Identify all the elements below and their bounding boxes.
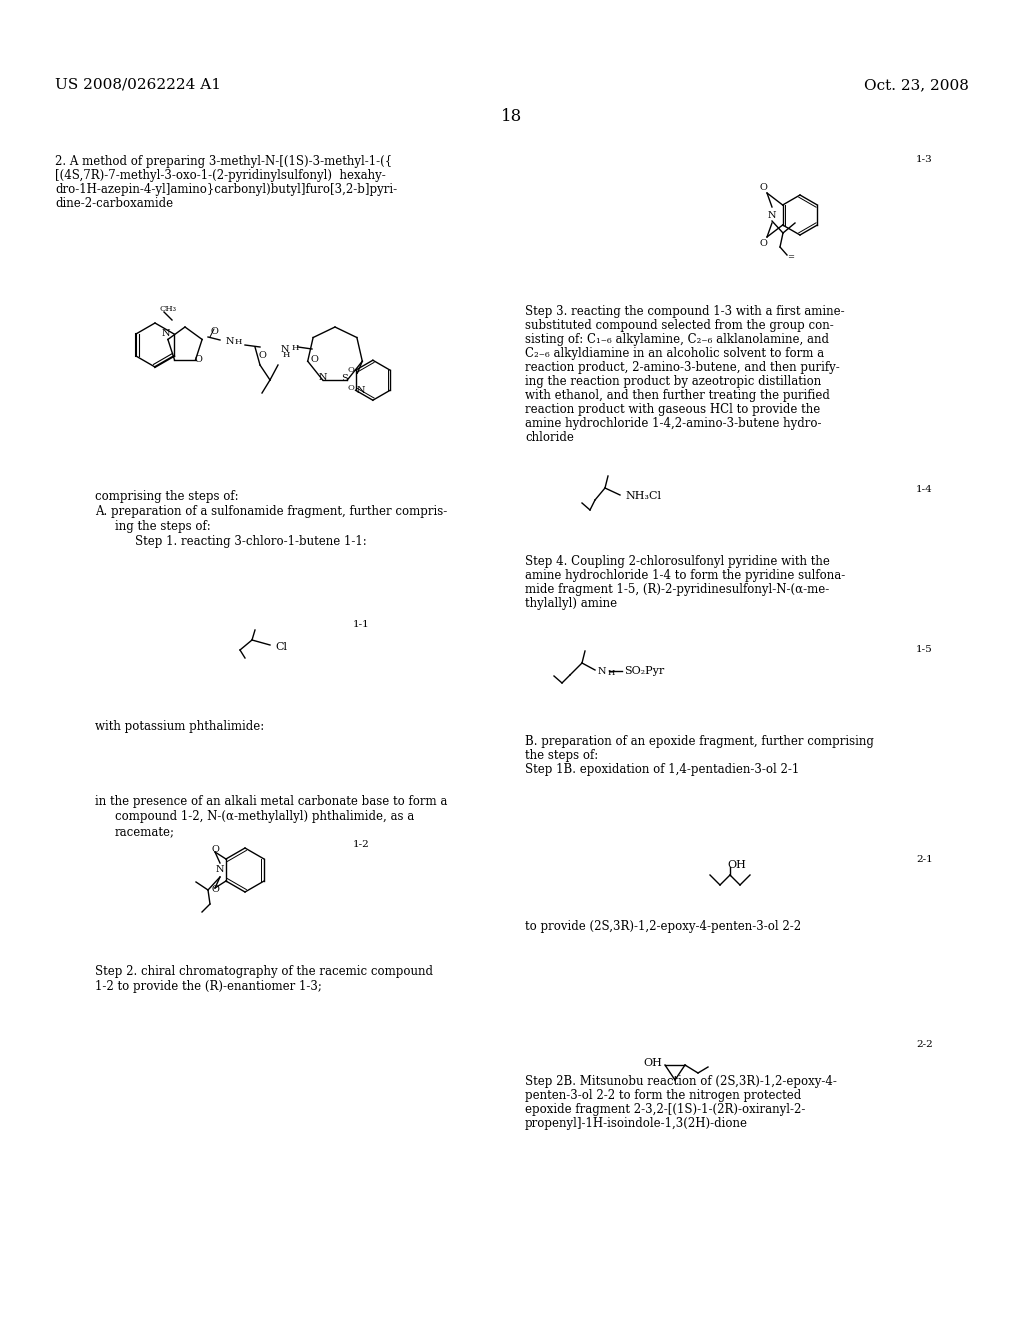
Text: sisting of: C₁₋₆ alkylamine, C₂₋₆ alklanolamine, and: sisting of: C₁₋₆ alkylamine, C₂₋₆ alklan… [525,333,829,346]
Text: compound 1-2, N-(α-methylallyl) phthalimide, as a: compound 1-2, N-(α-methylallyl) phthalim… [115,810,415,822]
Text: =: = [787,253,794,261]
Text: mide fragment 1-5, (R)-2-pyridinesulfonyl-N-(α-me-: mide fragment 1-5, (R)-2-pyridinesulfony… [525,583,829,597]
Text: 1-4: 1-4 [916,484,933,494]
Text: ing the steps of:: ing the steps of: [115,520,211,533]
Text: A. preparation of a sulfonamide fragment, further compris-: A. preparation of a sulfonamide fragment… [95,506,447,517]
Text: thylallyl) amine: thylallyl) amine [525,597,617,610]
Text: O: O [310,355,317,363]
Text: the steps of:: the steps of: [525,748,598,762]
Text: O: O [195,355,203,364]
Text: 18: 18 [502,108,522,125]
Text: US 2008/0262224 A1: US 2008/0262224 A1 [55,78,221,92]
Text: 1-2: 1-2 [353,840,370,849]
Text: O: O [347,384,354,392]
Text: SO₂Pyr: SO₂Pyr [624,667,665,676]
Text: dro-1H-azepin-4-yl]amino}carbonyl)butyl]furo[3,2-b]pyri-: dro-1H-azepin-4-yl]amino}carbonyl)butyl]… [55,183,397,195]
Text: ing the reaction product by azeotropic distillation: ing the reaction product by azeotropic d… [525,375,821,388]
Text: H: H [283,351,290,359]
Text: Step 3. reacting the compound 1-3 with a first amine-: Step 3. reacting the compound 1-3 with a… [525,305,845,318]
Text: Step 1. reacting 3-chloro-1-butene 1-1:: Step 1. reacting 3-chloro-1-butene 1-1: [135,535,367,548]
Text: OH: OH [727,861,745,870]
Text: to provide (2S,3R)-1,2-epoxy-4-penten-3-ol 2-2: to provide (2S,3R)-1,2-epoxy-4-penten-3-… [525,920,801,933]
Text: Oct. 23, 2008: Oct. 23, 2008 [864,78,969,92]
Text: propenyl]-1H-isoindole-1,3(2H)-dione: propenyl]-1H-isoindole-1,3(2H)-dione [525,1117,748,1130]
Text: Step 2B. Mitsunobu reaction of (2S,3R)-1,2-epoxy-4-: Step 2B. Mitsunobu reaction of (2S,3R)-1… [525,1074,837,1088]
Text: 1-3: 1-3 [916,154,933,164]
Text: N: N [598,667,606,676]
Text: amine hydrochloride 1-4 to form the pyridine sulfona-: amine hydrochloride 1-4 to form the pyri… [525,569,845,582]
Text: O: O [347,366,354,375]
Text: C₂₋₆ alkyldiamine in an alcoholic solvent to form a: C₂₋₆ alkyldiamine in an alcoholic solven… [525,347,824,360]
Text: N: N [318,372,327,381]
Text: 1-2 to provide the (R)-enantiomer 1-3;: 1-2 to provide the (R)-enantiomer 1-3; [95,979,322,993]
Text: comprising the steps of:: comprising the steps of: [95,490,239,503]
Text: H: H [234,338,243,346]
Text: 1-5: 1-5 [916,645,933,653]
Text: 2. A method of preparing 3-methyl-N-[(1S)-3-methyl-1-({: 2. A method of preparing 3-methyl-N-[(1S… [55,154,392,168]
Text: amine hydrochloride 1-4,2-amino-3-butene hydro-: amine hydrochloride 1-4,2-amino-3-butene… [525,417,821,430]
Text: O: O [258,351,266,359]
Text: N: N [162,330,170,338]
Text: substituted compound selected from the group con-: substituted compound selected from the g… [525,319,834,333]
Text: reaction product with gaseous HCl to provide the: reaction product with gaseous HCl to pro… [525,403,820,416]
Text: O: O [759,182,767,191]
Text: 1-1: 1-1 [353,620,370,630]
Text: O: O [211,886,219,895]
Text: [(4S,7R)-7-methyl-3-oxo-1-(2-pyridinylsulfonyl)  hexahy-: [(4S,7R)-7-methyl-3-oxo-1-(2-pyridinylsu… [55,169,386,182]
Text: H: H [608,669,615,677]
Text: Step 1B. epoxidation of 1,4-pentadien-3-ol 2-1: Step 1B. epoxidation of 1,4-pentadien-3-… [525,763,800,776]
Text: reaction product, 2-amino-3-butene, and then purify-: reaction product, 2-amino-3-butene, and … [525,360,840,374]
Text: epoxide fragment 2-3,2-[(1S)-1-(2R)-oxiranyl-2-: epoxide fragment 2-3,2-[(1S)-1-(2R)-oxir… [525,1104,805,1115]
Text: Step 4. Coupling 2-chlorosulfonyl pyridine with the: Step 4. Coupling 2-chlorosulfonyl pyridi… [525,554,829,568]
Text: N: N [216,866,224,874]
Text: in the presence of an alkali metal carbonate base to form a: in the presence of an alkali metal carbo… [95,795,447,808]
Text: N: N [356,385,365,395]
Text: dine-2-carboxamide: dine-2-carboxamide [55,197,173,210]
Text: OH: OH [643,1059,662,1068]
Text: H: H [292,345,299,352]
Text: 2-1: 2-1 [916,855,933,865]
Text: O: O [759,239,767,248]
Text: N: N [768,210,776,219]
Text: CH₃: CH₃ [160,305,177,313]
Text: NH₃Cl: NH₃Cl [625,491,662,502]
Text: N: N [225,338,234,346]
Text: S: S [341,374,348,383]
Text: B. preparation of an epoxide fragment, further comprising: B. preparation of an epoxide fragment, f… [525,735,873,748]
Text: O: O [210,326,218,335]
Text: 2-2: 2-2 [916,1040,933,1049]
Text: Cl: Cl [275,642,287,652]
Text: with potassium phthalimide:: with potassium phthalimide: [95,719,264,733]
Text: with ethanol, and then further treating the purified: with ethanol, and then further treating … [525,389,829,403]
Text: N: N [281,346,289,355]
Text: O: O [211,846,219,854]
Text: racemate;: racemate; [115,825,175,838]
Text: chloride: chloride [525,432,573,444]
Text: penten-3-ol 2-2 to form the nitrogen protected: penten-3-ol 2-2 to form the nitrogen pro… [525,1089,801,1102]
Text: Step 2. chiral chromatography of the racemic compound: Step 2. chiral chromatography of the rac… [95,965,433,978]
